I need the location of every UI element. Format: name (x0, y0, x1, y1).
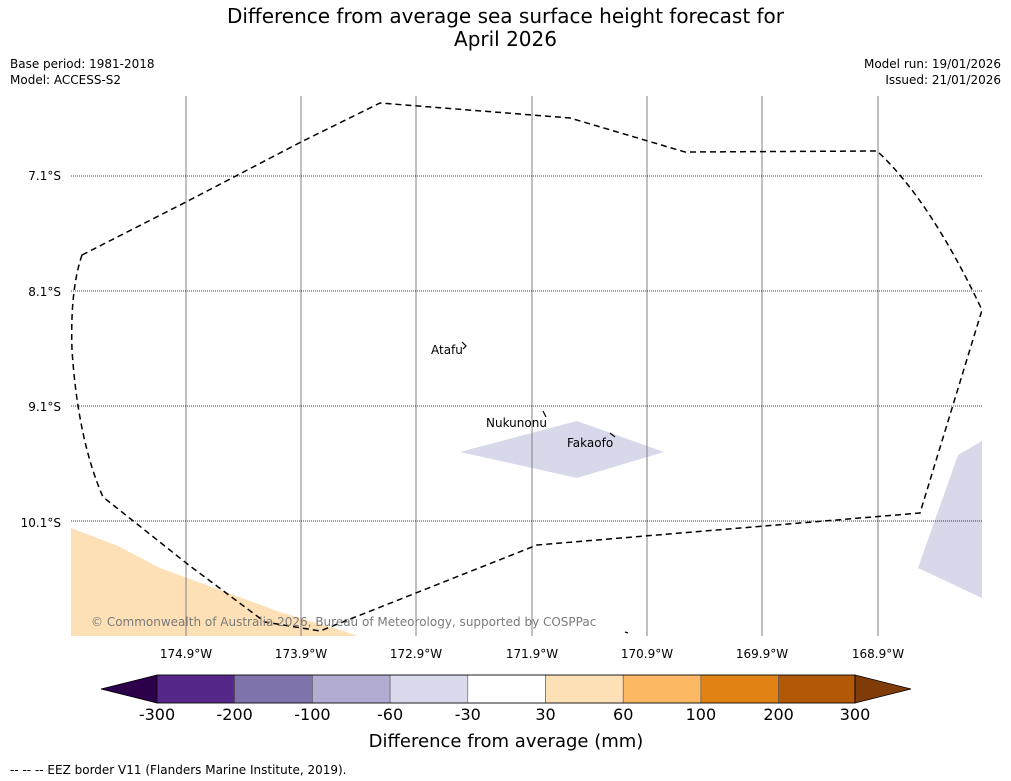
atafu-atoll (461, 341, 467, 350)
model-name: Model: ACCESS-S2 (10, 73, 122, 87)
nukunonu-atoll (542, 410, 547, 418)
place-label-fakaofo: Fakaofo (567, 436, 613, 450)
colorbar-extend-high (854, 674, 912, 704)
lon-label-170-9: 170.9°W (621, 647, 673, 661)
anomaly-fill-purple-east (918, 441, 982, 598)
colorbar-tick-8: 100 (686, 705, 717, 724)
colorbar-bin-2 (234, 674, 313, 704)
lon-label-169-9: 169.9°W (736, 647, 788, 661)
colorbar-bin-1 (156, 674, 235, 704)
copyright-notice: © Commonwealth of Australia 2026, Bureau… (91, 615, 596, 629)
fakaofo-atoll (609, 432, 616, 438)
colorbar-bin-3 (312, 674, 391, 704)
lat-label-10-1: 10.1°S (21, 516, 61, 530)
parallel-lines (71, 175, 982, 522)
meta-right: Model run: 19/01/2026 Issued: 21/01/2026 (864, 56, 1001, 88)
meridian-lines (185, 96, 879, 636)
colorbar-tick-9: 200 (763, 705, 794, 724)
colorbar-tick-3: -100 (294, 705, 330, 724)
model-run: Model run: 19/01/2026 (863, 57, 1001, 71)
colorbar: -300 -200 -100 -60 -30 30 60 100 200 300… (100, 674, 912, 752)
map-area: Atafu Nukunonu Fakaofo © Commonwealth of… (71, 96, 982, 636)
lon-tick-labels: 174.9°W 173.9°W 172.9°W 171.9°W 170.9°W … (160, 647, 904, 661)
colorbar-bin-9 (778, 674, 856, 704)
lon-label-171-9: 171.9°W (506, 647, 558, 661)
colorbar-bin-6 (545, 674, 624, 704)
colorbar-tick-2: -200 (217, 705, 253, 724)
colorbar-bin-7 (622, 674, 702, 704)
colorbar-bin-5 (467, 674, 546, 704)
lon-label-168-9: 168.9°W (852, 647, 904, 661)
colorbar-label: Difference from average (mm) (369, 731, 644, 752)
title-line-2: April 2026 (454, 27, 557, 51)
colorbar-tick-5: -30 (455, 705, 481, 724)
lat-label-9-1: 9.1°S (28, 400, 61, 414)
base-period: Base period: 1981-2018 (10, 57, 155, 71)
colorbar-tick-1: -300 (139, 705, 175, 724)
colorbar-tick-10: 300 (840, 705, 871, 724)
anomaly-fill-orange-southwest (71, 528, 358, 636)
lat-label-7-1: 7.1°S (28, 169, 61, 183)
lon-label-173-9: 173.9°W (275, 647, 327, 661)
colorbar-tick-4: -60 (377, 705, 403, 724)
lat-tick-labels: 7.1°S 8.1°S 9.1°S 10.1°S (21, 169, 61, 530)
colorbar-bin-4 (389, 674, 469, 704)
lon-label-172-9: 172.9°W (390, 647, 442, 661)
colorbar-extend-low (100, 674, 158, 704)
colorbar-tick-6: 30 (535, 705, 555, 724)
place-label-atafu: Atafu (431, 343, 463, 357)
eez-border (71, 102, 982, 632)
colorbar-bin-8 (700, 674, 779, 704)
place-label-nukunonu: Nukunonu (486, 416, 547, 430)
colorbar-tick-7: 60 (613, 705, 633, 724)
title-line-1: Difference from average sea surface heig… (226, 4, 785, 28)
islet-mark (624, 631, 629, 634)
issued-date: Issued: 21/01/2026 (885, 73, 1001, 87)
map-title: Difference from average sea surface heig… (0, 5, 1011, 51)
lon-label-174-9: 174.9°W (160, 647, 212, 661)
eez-footnote: -- -- -- EEZ border V11 (Flanders Marine… (10, 763, 347, 777)
lat-label-8-1: 8.1°S (28, 285, 61, 299)
colorbar-outline (156, 674, 856, 704)
meta-left: Base period: 1981-2018 Model: ACCESS-S2 (10, 56, 155, 88)
